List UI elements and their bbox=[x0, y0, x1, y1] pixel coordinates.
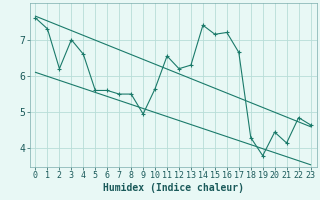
X-axis label: Humidex (Indice chaleur): Humidex (Indice chaleur) bbox=[102, 182, 244, 193]
